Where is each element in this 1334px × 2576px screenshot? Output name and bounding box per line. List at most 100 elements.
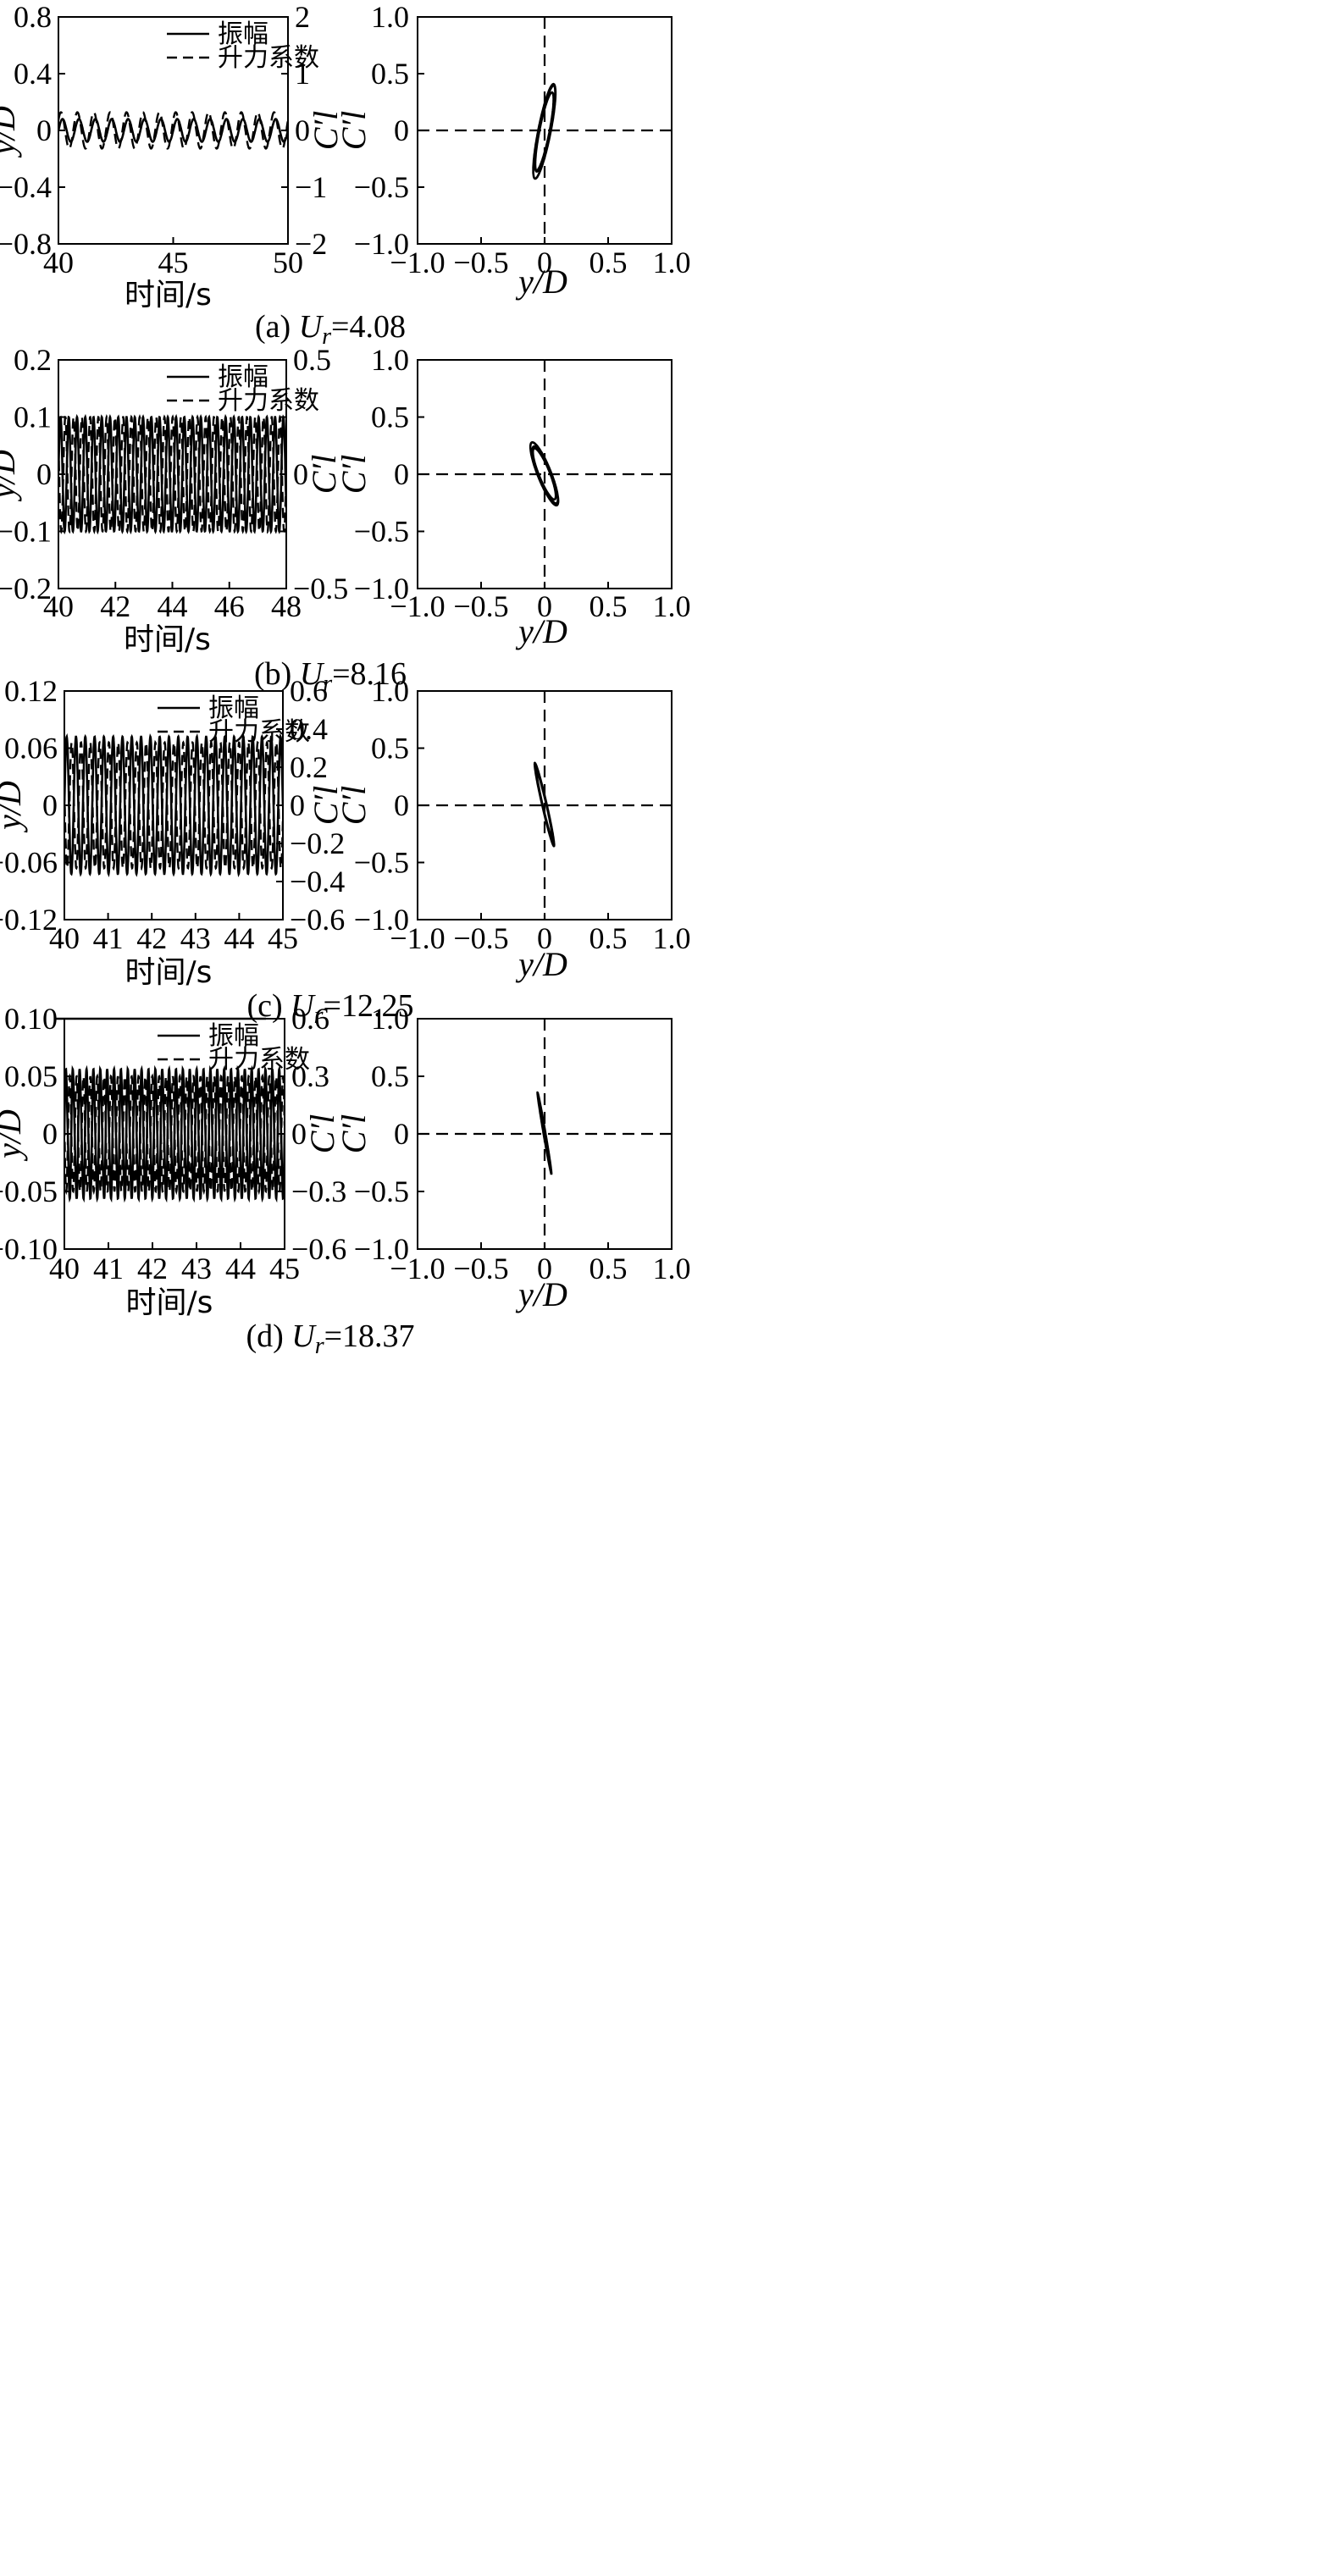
x-tick-label: 43 — [181, 1252, 212, 1285]
y-tick-label-left: 0.8 — [14, 0, 52, 34]
caption-part: r — [323, 671, 332, 697]
caption-part: r — [314, 1003, 324, 1029]
y-tick-label: −0.5 — [354, 846, 409, 880]
y-tick-label-right: −0.5 — [293, 572, 348, 605]
y-tick-label-left: −0.12 — [0, 903, 58, 937]
x-tick-label: 0 — [537, 921, 552, 955]
y-tick-label-left: 0.05 — [4, 1059, 58, 1093]
y-tick-label-left: 0.06 — [4, 732, 58, 766]
y-axis-label-right: C′l — [305, 455, 343, 495]
x-tick-label: 48 — [271, 589, 302, 623]
y-tick-label: 0 — [394, 113, 409, 147]
y-axis-label-right: C′l — [303, 1114, 341, 1154]
series-line-lift-coefficient — [64, 739, 283, 871]
y-tick-label-left: −0.10 — [0, 1232, 58, 1266]
phase-trajectory — [529, 440, 560, 507]
y-tick-label-left: −0.1 — [0, 515, 52, 549]
x-axis-label: 时间/s — [124, 622, 211, 657]
y-tick-label-right: −0.4 — [290, 865, 345, 898]
x-tick-label: −0.5 — [453, 589, 508, 623]
y-tick-label-left: 0 — [42, 1117, 58, 1151]
y-tick-label: 0 — [394, 457, 409, 491]
y-tick-label: 1.0 — [371, 1002, 409, 1036]
y-tick-label-right: −0.3 — [291, 1175, 346, 1208]
y-tick-label-right: 0 — [295, 113, 310, 147]
series-line-amplitude — [64, 1064, 285, 1203]
y-axis-label: C′l — [335, 786, 373, 826]
y-tick-label-left: 0.2 — [14, 343, 52, 377]
x-tick-label: 0.5 — [590, 246, 628, 279]
panel-caption: (a) Ur=4.08 — [255, 309, 406, 350]
x-tick-label: 0 — [537, 246, 552, 279]
y-tick-label-right: 0.6 — [291, 1002, 329, 1036]
caption-part: =18.37 — [324, 1318, 415, 1354]
y-tick-label-left: −0.05 — [0, 1175, 58, 1208]
y-tick-label-right: 2 — [295, 0, 310, 34]
y-tick-label: −0.5 — [354, 1175, 409, 1208]
y-axis-label-right: C′l — [307, 111, 345, 151]
x-tick-label: 40 — [49, 921, 80, 955]
x-axis-label: 时间/s — [125, 278, 212, 312]
y-tick-label: 0 — [394, 788, 409, 822]
x-tick-label: −0.5 — [453, 921, 508, 955]
legend-label-lift: 升力系数 — [208, 717, 310, 747]
y-tick-label-right: 0.6 — [290, 674, 328, 708]
legend-label-amplitude: 振幅 — [208, 694, 259, 723]
y-tick-label-left: −0.4 — [0, 170, 52, 204]
y-tick-label: 0.5 — [371, 1059, 409, 1093]
series-line-lift-coefficient — [64, 1073, 285, 1196]
phase-trajectory — [533, 761, 556, 848]
x-tick-label: 41 — [93, 921, 124, 955]
x-tick-label: 1.0 — [653, 246, 691, 279]
y-tick-label-right: 0.3 — [291, 1059, 329, 1093]
x-tick-label: 42 — [100, 589, 130, 623]
caption-part: U — [291, 988, 316, 1024]
x-tick-label: 1.0 — [653, 589, 691, 623]
legend-label-lift: 升力系数 — [218, 43, 319, 73]
panel-b-time: 40 42 44 46 48 0.2 0.1 0 −0.1 −0.2 0.5 0 −0.5 y/D C′l 时… — [0, 343, 407, 697]
y-tick-label-left: 0.1 — [14, 401, 52, 434]
panel-c-time: 40 41 42 43 44 45 0.12 0.06 0 −0.06 −0.12 0.6 0.4 0.2… — [0, 674, 413, 1029]
x-tick-label: 45 — [269, 1252, 300, 1285]
y-tick-label-right: 0.5 — [293, 343, 331, 377]
caption-part: =8.16 — [332, 656, 407, 692]
y-tick-label-right: 0.4 — [290, 712, 328, 746]
legend-label-lift: 升力系数 — [218, 386, 319, 416]
y-tick-label: 1.0 — [371, 0, 409, 34]
caption-part: =12.25 — [324, 988, 414, 1024]
caption-part: U — [299, 309, 324, 345]
caption-part: (a) — [255, 309, 299, 345]
x-tick-label: −1.0 — [390, 1252, 445, 1285]
panel-caption: (d) Ur=18.37 — [246, 1318, 414, 1359]
x-tick-label: 0 — [537, 589, 552, 623]
series-line-amplitude — [58, 413, 286, 535]
y-tick-label: −0.5 — [354, 170, 409, 204]
caption-part: U — [300, 656, 325, 692]
y-tick-label-right: 0.2 — [290, 750, 328, 784]
x-tick-label: 1.0 — [653, 1252, 691, 1285]
x-tick-label: 45 — [158, 246, 189, 279]
y-tick-label-right: −1 — [295, 170, 327, 204]
caption-part: (d) — [246, 1318, 291, 1354]
y-tick-label: −1.0 — [354, 227, 409, 261]
y-tick-label-right: −0.6 — [291, 1232, 346, 1266]
y-tick-label-right: 0 — [290, 788, 305, 822]
panel-caption: (b) Ur=8.16 — [254, 656, 407, 697]
x-tick-label: −0.5 — [453, 246, 508, 279]
x-axis-label: y/D — [515, 263, 567, 301]
x-tick-label: 46 — [214, 589, 245, 623]
y-tick-label-right: −0.2 — [290, 826, 345, 860]
x-axis-label: y/D — [515, 945, 567, 983]
legend-label-amplitude: 振幅 — [218, 362, 268, 392]
x-tick-label: −1.0 — [390, 921, 445, 955]
x-tick-label: 0.5 — [590, 921, 628, 955]
y-tick-label-left: 0 — [42, 788, 58, 822]
y-tick-label: 1.0 — [371, 674, 409, 708]
y-axis-label-left: y/D — [0, 106, 22, 158]
x-tick-label: 0.5 — [590, 589, 628, 623]
y-tick-label-right: −0.6 — [290, 903, 345, 937]
x-tick-label: 40 — [43, 589, 74, 623]
y-axis-label: C′l — [335, 111, 373, 151]
y-tick-label-left: −0.06 — [0, 846, 58, 880]
